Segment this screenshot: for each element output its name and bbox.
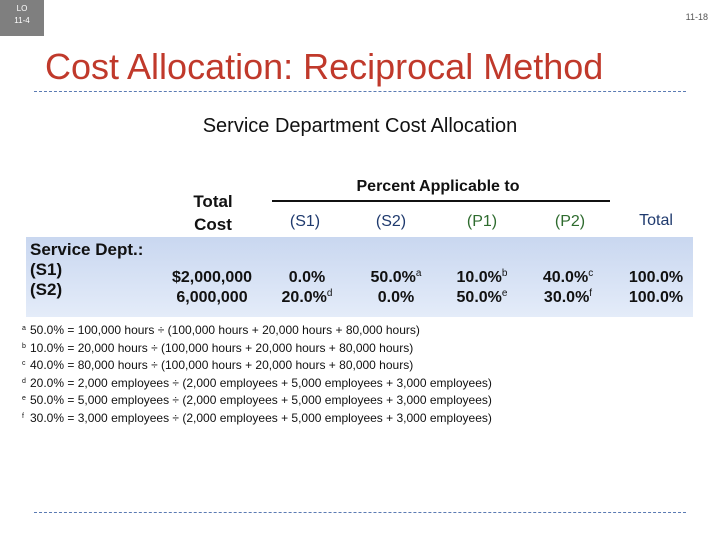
lo-badge-line1: LO [16,4,28,13]
row-labels: Service Dept.: (S1) (S2) [30,240,143,300]
lo-badge-line2: 11-4 [14,16,30,25]
footnote-ref: e [501,288,508,299]
percent-header-rule [272,200,610,202]
total-cost-header: Total Cost [168,190,258,236]
p1-cell-row1: 10.0%b [456,268,508,287]
s2-cell-row2: 0.0% [377,289,415,306]
header-s1: (S1) [289,213,321,230]
footnote-d: d 20.0% = 2,000 employees ÷ (2,000 employ… [22,375,492,390]
header-p2: (P2) [554,213,586,230]
p2-cell-row2: 30.0%f [543,288,593,307]
footnotes: a 50.0% = 100,000 hours ÷ (100,000 hours … [22,321,492,427]
footer-divider [34,512,686,513]
s1-cell-row1: 0.0% [288,269,326,286]
lo-badge: LO 11-4 [0,0,44,36]
service-dept-label: Service Dept.: [30,240,144,259]
total-row2: 100.0% [628,289,684,306]
footnote-e: e 50.0% = 5,000 employees ÷ (2,000 employ… [22,393,492,408]
footnote-a: a 50.0% = 100,000 hours ÷ (100,000 hours … [22,323,420,337]
p2-column: 40.0%c 30.0%f [530,268,606,308]
p2-cell-row1: 40.0%c [542,268,594,287]
header-p1: (P1) [466,213,498,230]
footnote-ref: a [415,268,422,279]
header-s2: (S2) [375,213,407,230]
footnote-f: f 30.0% = 3,000 employees ÷ (2,000 employ… [22,410,492,425]
title-divider [34,91,686,92]
footnote-c: c 40.0% = 80,000 hours ÷ (100,000 hours +… [22,358,414,373]
s1-cell-row2: 20.0%d [281,288,333,307]
slide-number: 11-18 [685,12,708,22]
total-cost-header-line2: Cost [194,215,232,234]
row-label-s2: (S2) [30,280,63,299]
total-cost-header-line1: Total [193,192,233,211]
footnote-ref: b [501,268,508,279]
s2-column: 50.0%a 0.0% [358,268,434,308]
header-total: Total [639,212,673,229]
total-cost-s2: 6,000,000 [176,289,248,306]
total-column: 100.0% 100.0% [618,268,694,308]
p1-cell-row2: 50.0%e [456,288,508,307]
p1-column: 10.0%b 50.0%e [444,268,520,308]
total-cost-column: $2,000,000 6,000,000 [160,268,264,308]
s1-column: 0.0% 20.0%d [272,268,342,308]
row-label-s1: (S1) [30,260,63,279]
slide-subtitle: Service Department Cost Allocation [202,115,518,137]
total-row1: 100.0% [628,269,684,286]
footnote-ref: f [589,288,593,299]
slide-title: Cost Allocation: Reciprocal Method [45,46,604,87]
total-cost-s1: $2,000,000 [171,269,253,286]
percent-applicable-header: Percent Applicable to [356,178,520,195]
table-body-band [26,237,693,317]
s2-cell-row1: 50.0%a [370,268,422,287]
footnote-ref: c [588,268,594,279]
footnote-b: b 10.0% = 20,000 hours ÷ (100,000 hours +… [22,340,414,355]
footnote-ref: d [326,288,333,299]
